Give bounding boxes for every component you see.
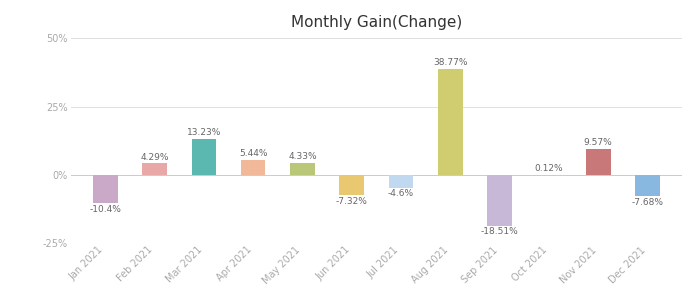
Text: -4.6%: -4.6% [388,189,414,198]
Bar [339,175,364,195]
Bar [487,175,512,226]
Text: 0.12%: 0.12% [535,164,563,173]
Text: -7.32%: -7.32% [336,196,368,206]
Bar [438,69,463,175]
Text: 4.33%: 4.33% [288,153,316,161]
Bar [192,139,216,175]
Text: -7.68%: -7.68% [631,198,664,207]
Text: 13.23%: 13.23% [187,128,221,137]
Title: Monthly Gain(Change): Monthly Gain(Change) [291,15,462,30]
Text: -10.4%: -10.4% [89,205,121,214]
Bar [635,175,660,196]
Text: 38.77%: 38.77% [433,58,468,67]
Text: 9.57%: 9.57% [584,138,613,147]
Bar [389,175,413,188]
Bar [290,163,315,175]
Bar [93,175,118,204]
Bar [586,149,611,175]
Text: 4.29%: 4.29% [140,153,169,161]
Text: -18.51%: -18.51% [481,227,519,236]
Text: 5.44%: 5.44% [239,150,268,158]
Bar [241,160,266,175]
Bar [142,163,167,175]
